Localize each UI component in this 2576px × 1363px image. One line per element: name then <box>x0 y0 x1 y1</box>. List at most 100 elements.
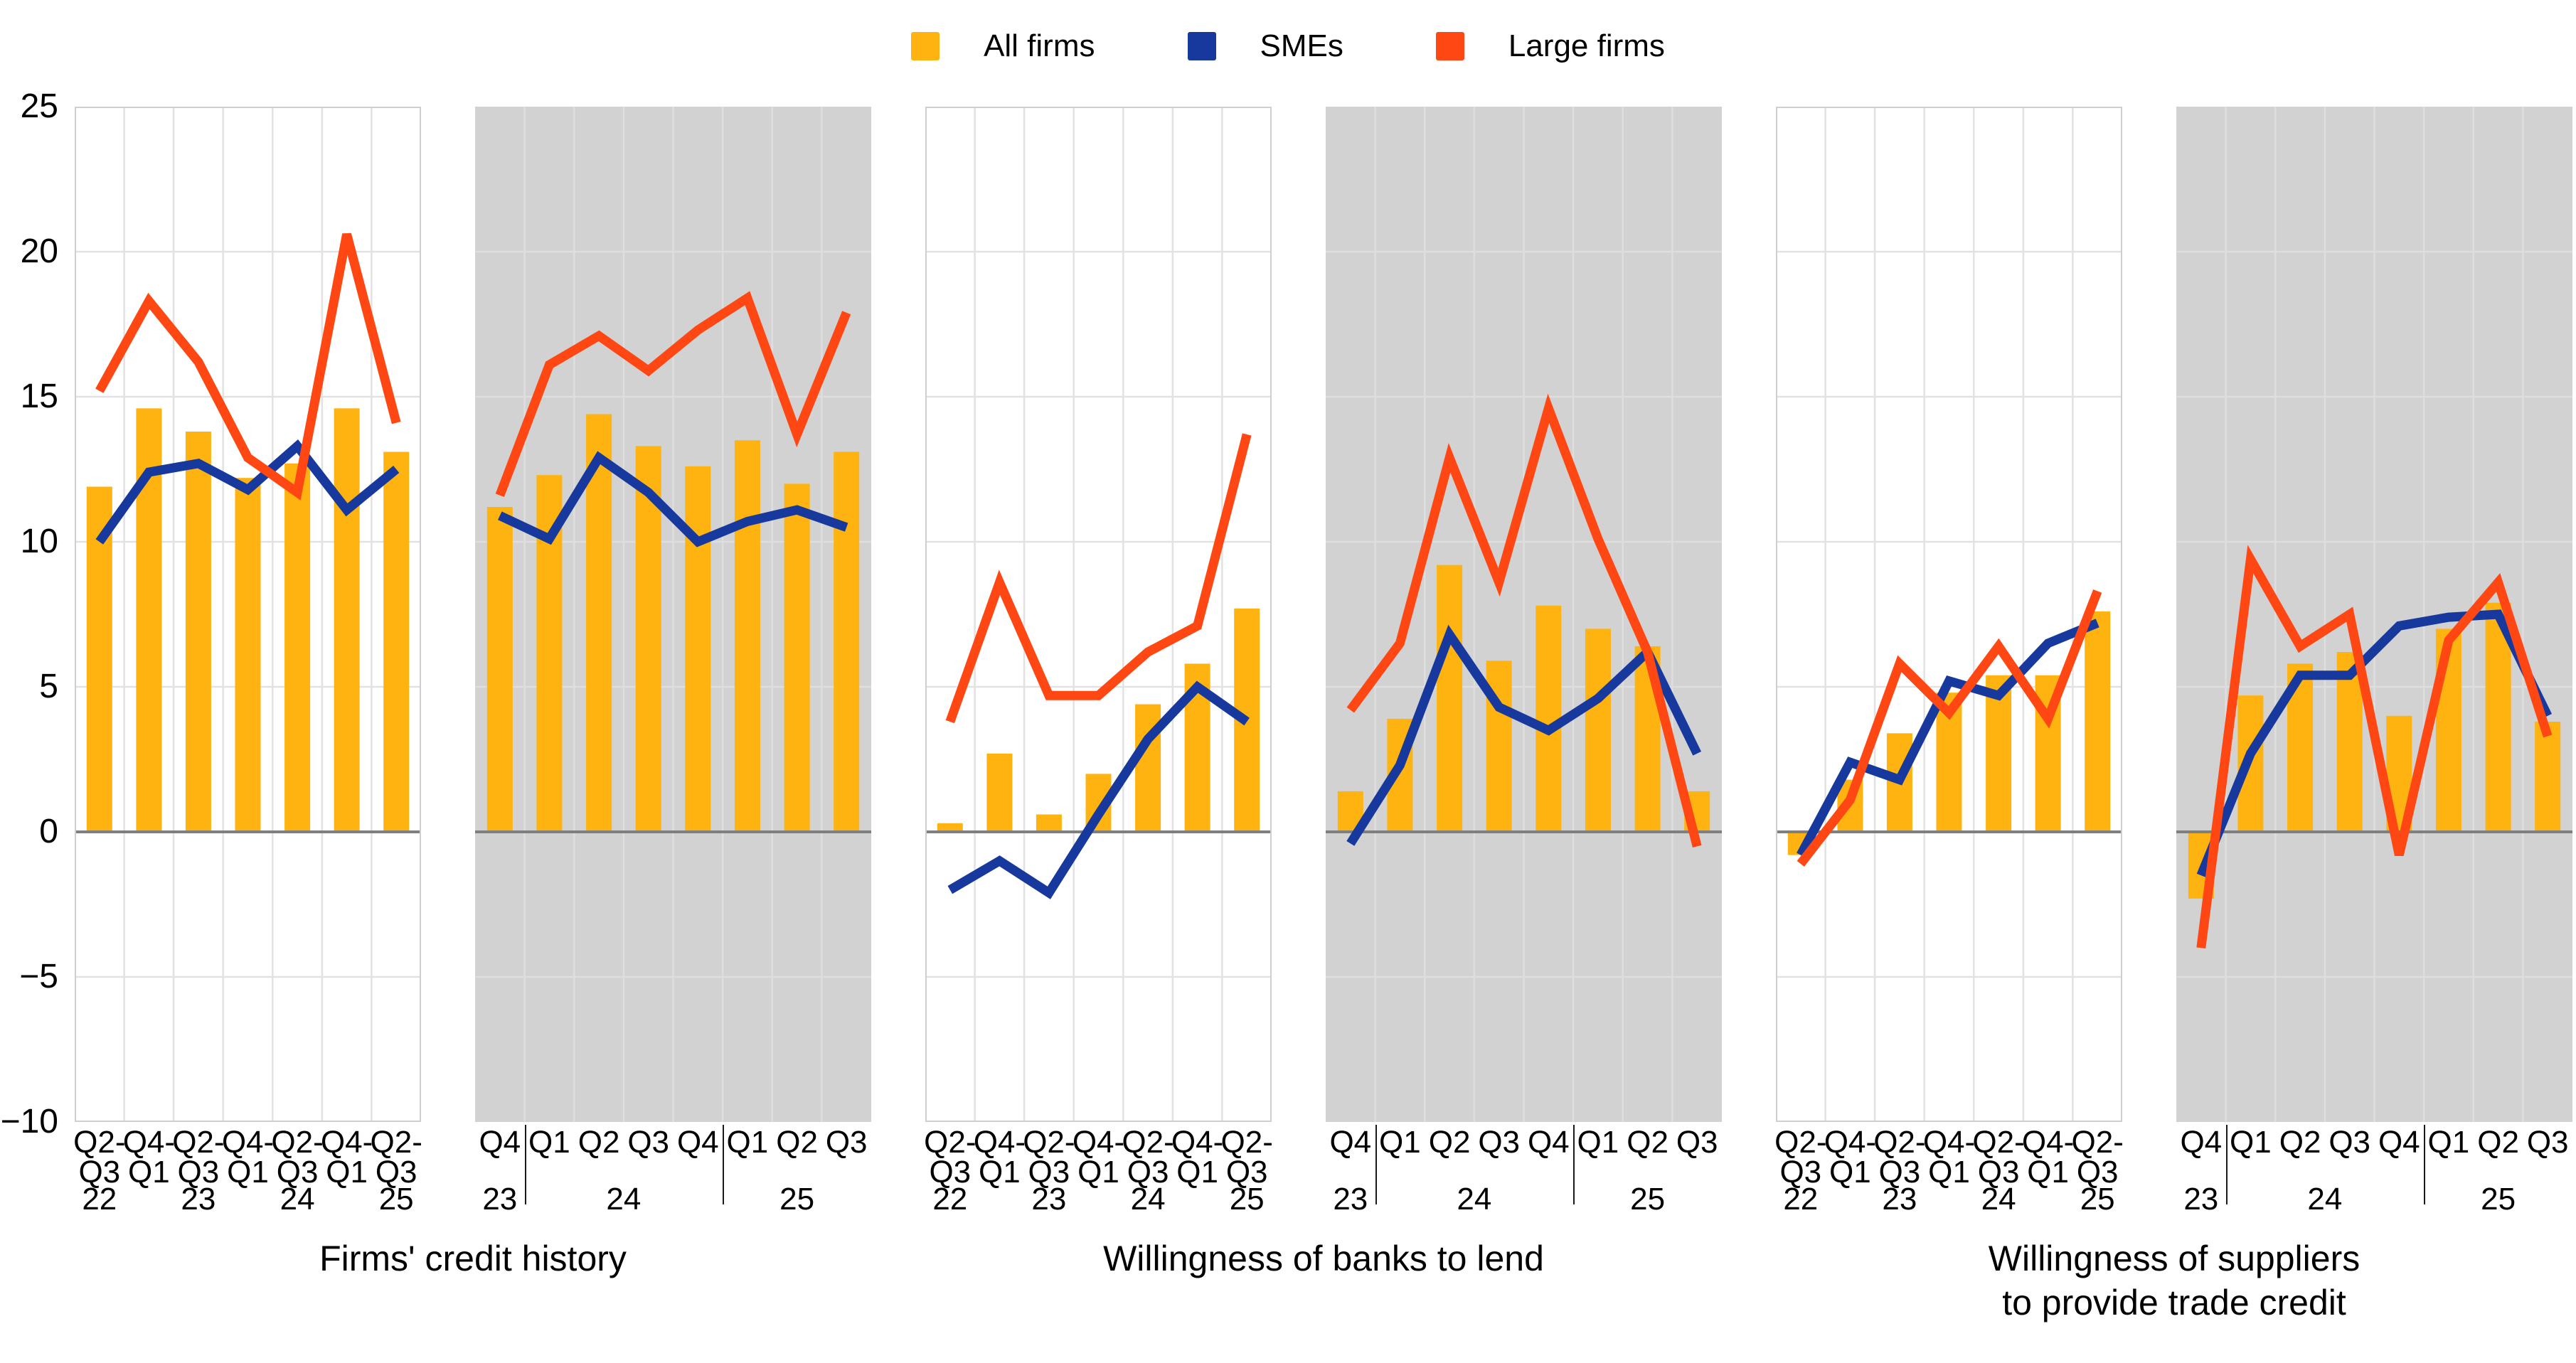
legend-swatch-large-firms <box>1435 32 1464 60</box>
bar-all-firms <box>937 823 963 832</box>
x-tick-label: Q1 <box>1176 1155 1218 1190</box>
x-tick-label: Q3 <box>276 1155 319 1190</box>
legend-swatch-all-firms <box>911 32 940 60</box>
bar-all-firms <box>586 414 612 832</box>
x-tick-label: Q1 <box>979 1155 1021 1190</box>
x-axis-labels: Q2- Q4- Q2- Q4- Q2- Q4- Q2- Q3 Q1 Q3 Q1 Q3 Q1 Q3 22 23 2… <box>1774 1122 2124 1217</box>
x-year-label: 22 <box>1783 1182 1819 1217</box>
x-tick-label: Q3 <box>1676 1125 1718 1160</box>
x-tick-label: Q4- <box>1072 1125 1125 1160</box>
large-firms-line <box>495 291 851 498</box>
x-tick-label: Q4- <box>1922 1125 1976 1160</box>
x-tick-label: Q3 <box>1028 1155 1070 1190</box>
legend-item-all-firms: All firms <box>911 30 1095 63</box>
group-title-credit-history: Firms' credit history <box>319 1239 627 1278</box>
x-tick-label: Q2 <box>776 1125 818 1160</box>
legend-label-large-firms: Large firms <box>1508 28 1665 63</box>
x-tick-label: Q1 <box>2027 1155 2069 1190</box>
x-tick-label: Q1 <box>1928 1155 1970 1190</box>
x-year-label: 23 <box>1882 1182 1917 1217</box>
bar-all-firms <box>635 446 661 832</box>
x-year-label: 23 <box>1031 1182 1067 1217</box>
y-tick-label: −5 <box>19 958 58 995</box>
panel-banks-quarterly: Q4 Q1 Q2 Q3 Q4 Q1 Q2 Q3 23 24 25 <box>1326 107 1722 1217</box>
bar-all-firms <box>734 440 760 832</box>
x-tick-label: Q4- <box>221 1125 275 1160</box>
x-year-label: 25 <box>1229 1182 1265 1217</box>
bar-all-firms <box>1986 675 2012 832</box>
bar-all-firms <box>185 432 211 832</box>
panel-plot-banks-quarterly <box>1326 107 1722 1122</box>
year-separator <box>2225 1125 2228 1204</box>
legend-label-smes: SMEs <box>1260 28 1343 63</box>
panel-suppliers-biannual: Q2- Q4- Q2- Q4- Q2- Q4- Q2- Q3 Q1 Q3 Q1 Q3 Q1 Q3 22 23 2… <box>1774 107 2124 1217</box>
x-year-label: 25 <box>378 1182 414 1217</box>
x-tick-label: Q2 <box>2477 1125 2519 1160</box>
bar-all-firms <box>784 483 810 832</box>
y-tick-label: −10 <box>0 1103 58 1140</box>
x-tick-label: Q1 <box>1577 1125 1619 1160</box>
x-tick-label: Q4- <box>973 1125 1026 1160</box>
x-tick-label: Q2- <box>1220 1125 1273 1160</box>
x-axis-labels: Q4 Q1 Q2 Q3 Q4 Q1 Q2 Q3 23 24 25 <box>1326 1122 1722 1217</box>
panel-bg <box>1776 107 2122 1122</box>
x-tick-label: Q4- <box>1171 1125 1224 1160</box>
bar-all-firms <box>986 753 1013 832</box>
panel-border <box>1776 107 2122 1122</box>
x-tick-label: Q2- <box>1023 1125 1075 1160</box>
legend-item-large-firms: Large firms <box>1435 28 1665 63</box>
x-tick-label: Q2- <box>271 1125 324 1160</box>
x-year-label: 24 <box>1457 1182 1492 1217</box>
x-tick-label: Q2- <box>73 1125 126 1160</box>
x-year-label: 23 <box>482 1182 518 1217</box>
panel-plot-suppliers-biannual <box>1776 107 2122 1122</box>
year-separator <box>2424 1125 2426 1204</box>
panel-bg <box>925 107 1272 1122</box>
sme-line <box>1346 624 1702 846</box>
group-title-banks: Willingness of banks to lend <box>1103 1239 1544 1278</box>
x-tick-label: Q2 <box>1627 1125 1668 1160</box>
panel-plot-credit-history-biannual <box>75 107 421 1122</box>
x-tick-label: Q2- <box>370 1125 422 1160</box>
x-tick-label: Q4- <box>122 1125 176 1160</box>
x-tick-label: Q2 <box>2279 1125 2321 1160</box>
y-tick-label: 10 <box>20 523 58 560</box>
legend-label-all-firms: All firms <box>984 28 1095 63</box>
large-firms-line <box>1346 393 1702 848</box>
y-tick-label: 0 <box>39 813 58 850</box>
panel-suppliers-quarterly: Q4 Q1 Q2 Q3 Q4 Q1 Q2 Q3 23 24 25 <box>2176 107 2572 1215</box>
x-tick-label: Q2- <box>1122 1125 1174 1160</box>
x-tick-label: Q4 <box>2378 1125 2420 1160</box>
large-firms-line <box>1797 589 2102 867</box>
panels-row: Q2- Q4- Q2- Q4- Q2- Q4- Q2- Q3 Q1 Q3 Q1 Q3 Q1 Q3 22 23 2… <box>924 107 1722 1217</box>
legend: All firms SMEs Large firms <box>0 30 2576 63</box>
sme-line <box>2196 609 2553 877</box>
panel-credit-history-quarterly: Q4 Q1 Q2 Q3 Q4 Q1 Q2 Q3 23 24 25 <box>475 107 871 1217</box>
x-tick-label: Q4 <box>479 1125 521 1160</box>
x-tick-label: Q2- <box>2071 1125 2124 1160</box>
x-tick-label: Q4 <box>2180 1125 2223 1160</box>
x-tick-label: Q3 <box>2526 1125 2569 1160</box>
bar-all-firms <box>685 466 711 832</box>
x-tick-label: Q4- <box>320 1125 373 1160</box>
x-year-label: 24 <box>606 1182 642 1217</box>
panel-plot-credit-history-quarterly <box>475 107 871 1122</box>
panel-border <box>75 107 421 1122</box>
x-tick-label: Q1 <box>128 1155 170 1190</box>
x-year-label: 23 <box>181 1182 216 1217</box>
x-tick-label: Q4 <box>1329 1125 1372 1160</box>
x-tick-label: Q1 <box>1379 1125 1421 1160</box>
x-tick-label: Q3 <box>177 1155 220 1190</box>
x-tick-label: Q3 <box>1478 1125 1521 1160</box>
bar-all-firms <box>2085 611 2111 832</box>
panel-plot-suppliers-quarterly <box>2176 107 2572 1122</box>
bar-all-firms <box>334 408 360 832</box>
x-tick-label: Q4 <box>676 1125 719 1160</box>
panel-pairs: Q2- Q4- Q2- Q4- Q2- Q4- Q2- Q3 Q1 Q3 Q1 Q3 Q1 Q3 22 23 2… <box>73 107 2576 1325</box>
panel-credit-history-biannual: Q2- Q4- Q2- Q4- Q2- Q4- Q2- Q3 Q1 Q3 Q1 Q3 Q1 Q3 22 23 2… <box>73 107 422 1217</box>
y-tick-label: 15 <box>20 378 58 415</box>
x-year-label: 24 <box>1130 1182 1166 1217</box>
x-tick-label: Q3 <box>825 1125 868 1160</box>
year-separator <box>1375 1125 1377 1204</box>
x-tick-label: Q3 <box>1127 1155 1169 1190</box>
